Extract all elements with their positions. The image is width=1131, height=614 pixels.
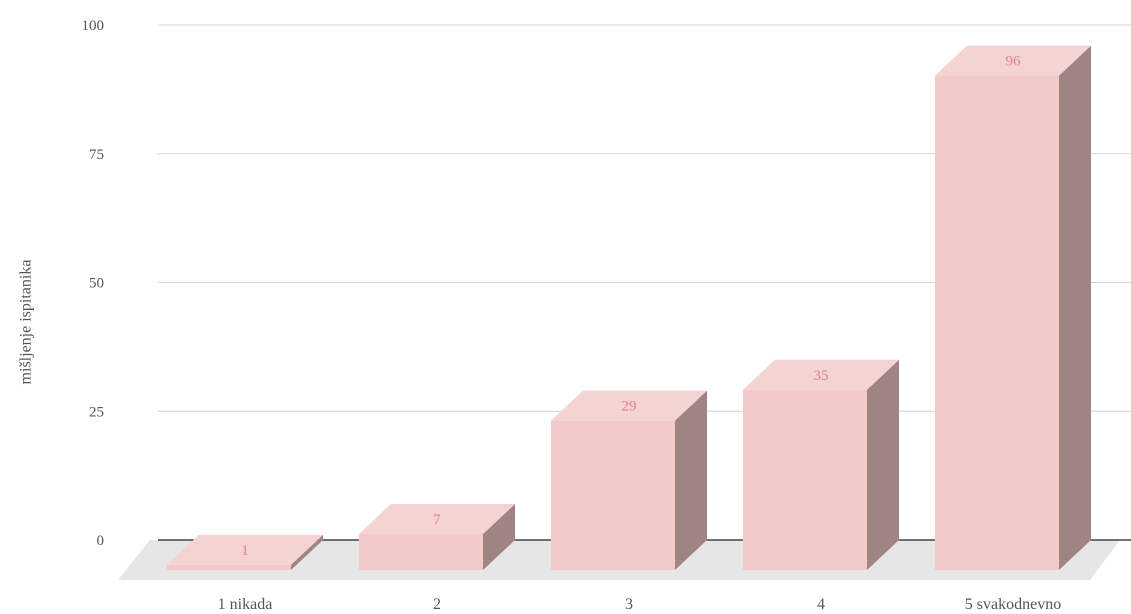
bar-top-face — [359, 503, 515, 534]
bar-side-face — [483, 503, 515, 570]
data-label: 96 — [1006, 54, 1022, 70]
y-tick-label: 50 — [89, 276, 104, 292]
bar-front-face — [167, 564, 291, 570]
bar — [743, 359, 899, 570]
bar — [551, 390, 707, 570]
y-tick-label: 75 — [89, 147, 104, 163]
bar-top-face — [743, 359, 899, 390]
bar-side-face — [867, 359, 899, 570]
bar-top-face — [935, 45, 1091, 76]
bar-top-face — [167, 534, 323, 565]
bar — [935, 45, 1091, 571]
bar — [359, 503, 515, 570]
bars — [167, 45, 1091, 571]
labels: 0 25 50 75 100 1 1 nikada 7 2 29 3 35 4 96 5 svakodnev… — [82, 18, 1062, 613]
x-tick-label: 1 nikada — [218, 596, 273, 613]
bar-front-face — [743, 389, 867, 570]
bar — [167, 534, 323, 570]
y-tick-label: 0 — [97, 533, 105, 549]
y-axis-title: mišljenje ispitanika — [18, 260, 35, 385]
x-tick-label: 5 svakodnevno — [965, 596, 1061, 613]
data-label: 29 — [622, 399, 637, 415]
x-tick-label: 4 — [817, 596, 825, 613]
bar-top-face — [551, 390, 707, 421]
bar-side-face — [1059, 45, 1091, 571]
y-tick-label: 25 — [89, 404, 104, 420]
bar-side-face — [291, 534, 323, 570]
bar-front-face — [359, 533, 483, 570]
x-tick-label: 3 — [625, 596, 633, 613]
bar-front-face — [935, 75, 1059, 570]
y-tick-label: 100 — [82, 18, 105, 34]
data-label: 7 — [433, 512, 441, 528]
bar-side-face — [675, 390, 707, 570]
data-label: 35 — [814, 368, 829, 384]
bar-front-face — [551, 420, 675, 570]
x-tick-label: 2 — [433, 596, 441, 613]
data-label: 1 — [241, 543, 249, 559]
